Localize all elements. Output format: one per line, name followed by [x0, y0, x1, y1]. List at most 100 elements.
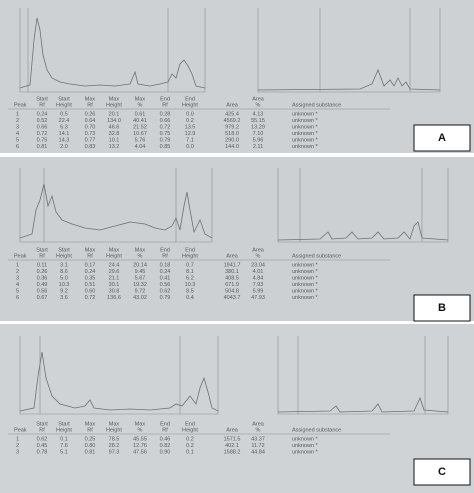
- table-cell: 14.1: [59, 131, 70, 137]
- table-cell: 0.41: [160, 275, 171, 281]
- table-cell: 11.72: [251, 443, 264, 449]
- table-cell: unknown *: [292, 137, 319, 143]
- table-cell: 0.4: [186, 295, 194, 301]
- table-cell: 28.2: [109, 443, 120, 449]
- column-header: %: [138, 102, 143, 108]
- axis: [257, 8, 441, 93]
- column-header: Peak: [14, 427, 27, 433]
- table-cell: 5: [16, 288, 19, 294]
- table-cell: 3.1: [60, 262, 68, 268]
- table-cell: 10.1: [109, 137, 120, 143]
- table-cell: 46.6: [109, 124, 120, 130]
- column-header: Max: [109, 96, 120, 102]
- table-cell: 0.0: [186, 111, 194, 117]
- table-cell: 9.2: [60, 288, 68, 294]
- table-cell: unknown *: [292, 275, 319, 281]
- table-cell: 0.81: [37, 144, 48, 150]
- column-header: Height: [182, 253, 198, 259]
- table-cell: 43.02: [133, 295, 147, 301]
- table-cell: 23.04: [251, 262, 265, 268]
- column-header: %: [256, 102, 261, 108]
- column-header: Assigned substance: [292, 427, 341, 433]
- table-cell: 0.66: [160, 118, 171, 124]
- table-cell: 0.24: [37, 111, 48, 117]
- table-cell: 1941.7: [224, 262, 241, 268]
- table-cell: 10.67: [133, 131, 147, 137]
- table-cell: 0.85: [160, 144, 171, 150]
- table-cell: 0.73: [85, 131, 96, 137]
- chromatograms-b: [19, 168, 449, 243]
- column-header: Rf: [39, 102, 45, 108]
- table-cell: unknown *: [292, 269, 319, 275]
- column-header: Max: [85, 96, 96, 102]
- chromatogram-curve: [19, 17, 206, 89]
- table-cell: 0.56: [37, 288, 48, 294]
- table-cell: 21.1: [109, 275, 120, 281]
- table-cell: 4043.7: [224, 295, 241, 301]
- table-cell: 45.55: [133, 436, 147, 442]
- column-header: Height: [106, 253, 122, 259]
- table-cell: 0.90: [160, 449, 171, 455]
- table-cell: unknown *: [292, 131, 319, 137]
- column-header: Height: [106, 427, 122, 433]
- table-cell: unknown *: [292, 124, 319, 130]
- table-cell: 0.79: [160, 137, 171, 143]
- table-cell: 0.26: [37, 269, 48, 275]
- table-cell: 4.13: [253, 111, 264, 117]
- chromatogram-curve: [257, 68, 441, 91]
- table-cell: 0.11: [37, 262, 47, 268]
- axis: [277, 168, 449, 243]
- column-header: Rf: [162, 427, 168, 433]
- table-cell: 0.7: [186, 262, 194, 268]
- table-cell: 14.3: [59, 137, 70, 143]
- table-cell: 30.1: [109, 282, 120, 288]
- table-cell: 0.67: [37, 295, 48, 301]
- table-cell: 47.93: [251, 295, 265, 301]
- chromatogram-curve: [19, 351, 219, 412]
- table-cell: 9.72: [135, 288, 146, 294]
- column-header: Max: [135, 247, 146, 253]
- table-cell: 2: [16, 118, 19, 124]
- table-cell: 0.1: [186, 449, 194, 455]
- axis: [19, 336, 219, 415]
- table-cell: 12.9: [185, 131, 196, 137]
- table-cell: 8.5: [186, 288, 194, 294]
- column-header: Max: [135, 96, 146, 102]
- table-cell: 4.04: [135, 144, 146, 150]
- table-cell: 0.62: [160, 288, 171, 294]
- column-header: Start: [36, 96, 48, 102]
- column-header: Max: [85, 247, 96, 253]
- table-cell: unknown *: [292, 282, 319, 288]
- table-cell: 2.11: [253, 144, 263, 150]
- panel-b: [0, 157, 474, 321]
- table-cell: 4: [16, 131, 19, 137]
- table-cell: unknown *: [292, 449, 319, 455]
- table-cell: 7.93: [253, 282, 264, 288]
- column-header: Start: [36, 421, 48, 427]
- table-cell: 7.1: [186, 137, 194, 143]
- panel-c: [0, 324, 474, 493]
- table-cell: 0.79: [160, 295, 171, 301]
- chromatogram-curve: [19, 183, 213, 239]
- table-cell: 0.24: [85, 269, 96, 275]
- table-cell: 97.3: [109, 449, 120, 455]
- table-cell: 13.29: [251, 124, 265, 130]
- table-cell: 19.32: [133, 282, 147, 288]
- table-cell: 0.83: [85, 144, 96, 150]
- chromatogram-curve: [277, 396, 449, 413]
- table-cell: unknown *: [292, 443, 319, 449]
- panel-a: [0, 0, 474, 153]
- table-cell: 0.46: [160, 436, 171, 442]
- table-cell: 22.4: [59, 118, 70, 124]
- column-header: Rf: [87, 253, 93, 259]
- table-cell: 5.1: [60, 449, 68, 455]
- table-cell: 0.77: [85, 137, 96, 143]
- label-box: [413, 124, 471, 152]
- column-header: Start: [58, 247, 70, 253]
- table-cell: 21.52: [133, 124, 147, 130]
- column-header: %: [256, 427, 261, 433]
- table-cell: 0.2: [186, 118, 194, 124]
- table-cell: 20.1: [109, 111, 120, 117]
- table-cell: 0.51: [85, 282, 96, 288]
- table-cell: unknown *: [292, 118, 319, 124]
